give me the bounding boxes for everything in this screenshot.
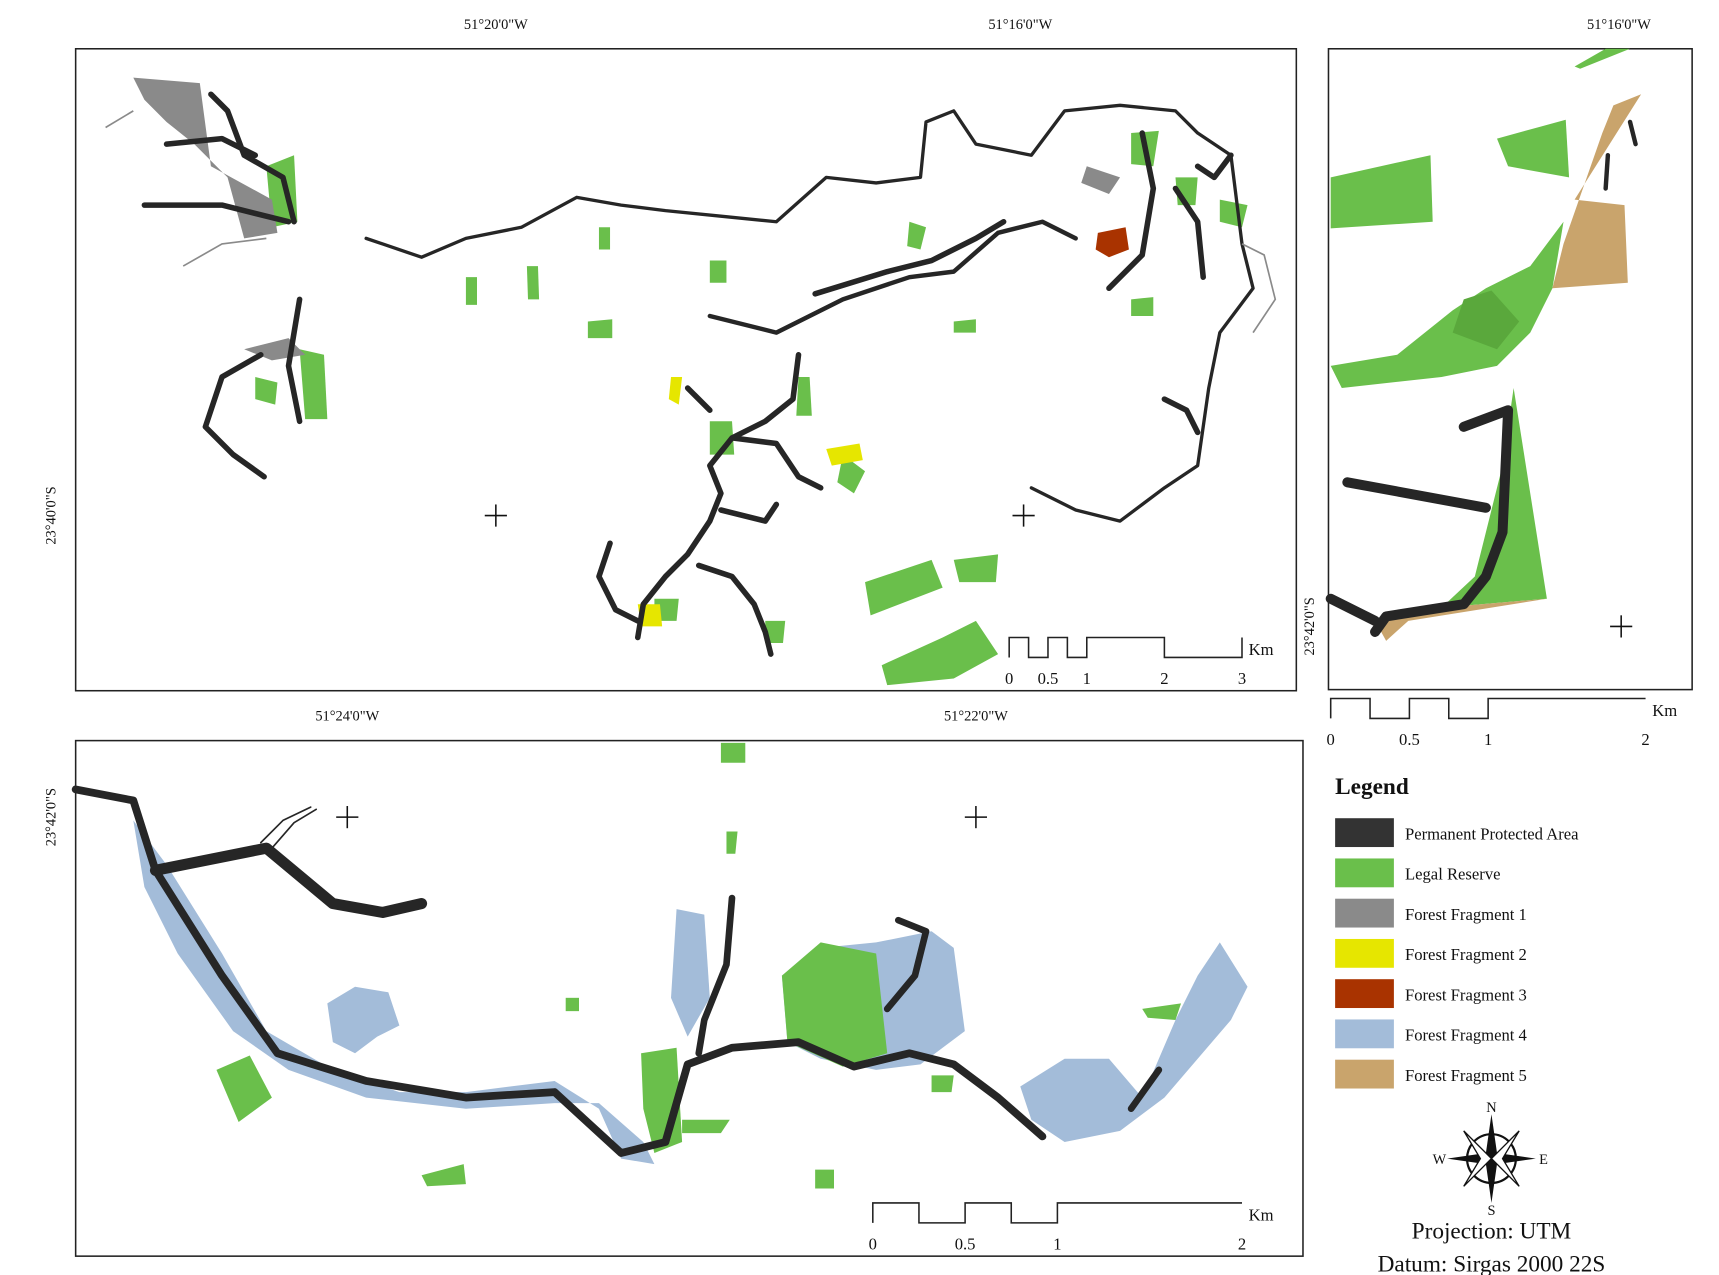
central-rivers	[596, 352, 824, 657]
legal-reserve-patches	[255, 130, 1248, 686]
legend-title: Legend	[1335, 774, 1409, 800]
legal-reserve-patch	[1330, 221, 1564, 389]
legal-reserve-patch	[1441, 388, 1547, 608]
scale-bar: 0 0.5 1 2Km	[1327, 697, 1677, 749]
longitude-label: 51°20'0"W	[464, 17, 528, 33]
main-river	[71, 785, 1047, 1157]
map-frame	[74, 48, 1298, 692]
legend: Legend Permanent Protected Area Legal Res…	[1335, 774, 1579, 1089]
east-rivers	[812, 130, 1234, 436]
legend-label: Legal Reserve	[1405, 865, 1501, 884]
fragment-2-patches	[637, 376, 863, 627]
datum: Datum: Sirgas 2000 22S	[1378, 1252, 1606, 1275]
fragment-3-patches	[1095, 227, 1129, 258]
scale-bar-line	[1008, 636, 1243, 659]
scale-unit: Km	[1249, 640, 1274, 659]
scale-label: 0	[1005, 669, 1013, 688]
scale-bar: 0 0.5 1 2Km	[869, 1202, 1274, 1254]
legend-label: Permanent Protected Area	[1405, 824, 1579, 843]
scale-label: 0	[869, 1235, 877, 1254]
map-frame	[74, 739, 1304, 1257]
scale-label: 0.5	[1399, 730, 1420, 749]
legal-reserve-patch	[1452, 290, 1520, 350]
scale-label: 0.5	[1038, 669, 1059, 688]
scale-bar-line	[1329, 697, 1646, 720]
legend-swatch	[1335, 1059, 1394, 1089]
scale-label: 3	[1238, 669, 1246, 688]
legend-swatch	[1335, 818, 1394, 848]
legend-label: Forest Fragment 3	[1405, 985, 1527, 1004]
boundary-river	[364, 103, 1255, 523]
scale-label: 1	[1083, 669, 1091, 688]
stream-lines	[259, 806, 318, 849]
legend-label: Forest Fragment 4	[1405, 1026, 1528, 1045]
scale-label: 0	[1327, 730, 1335, 749]
legend-swatch	[1335, 898, 1394, 928]
legend-swatch	[1335, 858, 1394, 888]
legal-reserve-patch	[1330, 155, 1433, 229]
app-rivers	[695, 894, 1163, 1113]
longitude-label: 51°16'0"W	[1587, 17, 1651, 33]
north-arrow: N S E W	[1433, 1100, 1548, 1219]
main-map: 51°20'0"W 51°16'0"W 23°40'0"S	[44, 17, 1298, 692]
scale-label: 0.5	[955, 1235, 976, 1254]
legend-swatch	[1335, 979, 1394, 1009]
legend-swatch	[1335, 1019, 1394, 1049]
legend-swatch	[1335, 938, 1394, 968]
app-river	[149, 842, 428, 919]
legal-reserve-patch	[1497, 119, 1570, 178]
scale-label: 1	[1484, 730, 1492, 749]
longitude-label: 51°22'0"W	[944, 709, 1008, 725]
scale-unit: Km	[1652, 701, 1677, 720]
compass-west: W	[1433, 1152, 1447, 1168]
west-rivers	[141, 91, 303, 480]
scale-label: 2	[1238, 1235, 1246, 1254]
longitude-label: 51°24'0"W	[315, 709, 379, 725]
latitude-label: 23°42'0"S	[1302, 597, 1318, 655]
app-rivers	[1325, 405, 1514, 637]
longitude-label: 51°16'0"W	[988, 17, 1052, 33]
fragment-5-patch	[1552, 94, 1642, 289]
compass-east: E	[1539, 1152, 1548, 1168]
scale-label: 1	[1053, 1235, 1061, 1254]
scale-bar-line	[872, 1202, 1243, 1224]
stream-lines	[105, 110, 1277, 334]
legend-label: Forest Fragment 1	[1405, 905, 1527, 924]
graticule-crosses	[484, 504, 1035, 527]
projection: Projection: UTM	[1412, 1218, 1572, 1244]
legend-label: Forest Fragment 2	[1405, 945, 1527, 964]
scale-label: 2	[1160, 669, 1168, 688]
legend-label: Forest Fragment 5	[1405, 1066, 1527, 1085]
scale-bar: 0 0.5 1 2 3Km	[1005, 636, 1274, 688]
compass-north: N	[1486, 1100, 1497, 1116]
scale-unit: Km	[1249, 1206, 1274, 1225]
inset-map: 51°16'0"W 23°42'0"S	[1302, 17, 1693, 691]
compass-south: S	[1487, 1203, 1495, 1219]
latitude-label: 23°42'0"S	[44, 788, 60, 846]
latitude-label: 23°40'0"S	[44, 486, 60, 544]
scale-label: 2	[1641, 730, 1649, 749]
map-frame	[1327, 48, 1693, 691]
fragment-3-river	[707, 219, 1078, 335]
app-rivers	[1603, 119, 1638, 191]
bottom-map: 51°24'0"W 51°22'0"W 23°42'0"S	[44, 709, 1304, 1257]
legal-reserve-patch	[1574, 48, 1631, 69]
